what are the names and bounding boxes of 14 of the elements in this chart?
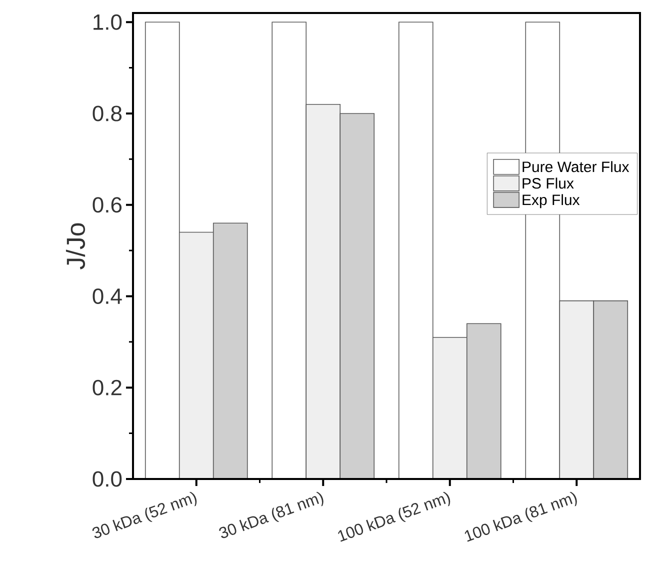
y-tick-label: 1.0 (94, 14, 122, 30)
y-tick-label: 0.2 (92, 380, 122, 396)
y-tick-label: 0.4 (92, 288, 122, 304)
y-tick-label: 0.6 (92, 197, 122, 213)
legend-label: PS Flux (522, 178, 574, 189)
y-tick-label: 0.0 (92, 471, 122, 487)
legend-label: Pure Water Flux (522, 161, 630, 172)
legend-label: Exp Flux (522, 194, 580, 208)
x-tick-label: 100 kDa (81 nm) (464, 492, 577, 542)
x-tick-label: 30 kDa (81 nm) (219, 492, 324, 538)
y-tick-label: 0.8 (92, 106, 122, 122)
x-tick-label: 30 kDa (52 nm) (92, 492, 197, 538)
x-tick-label: 100 kDa (52 nm) (338, 492, 450, 542)
y-axis-title: J/Jo (66, 223, 86, 270)
